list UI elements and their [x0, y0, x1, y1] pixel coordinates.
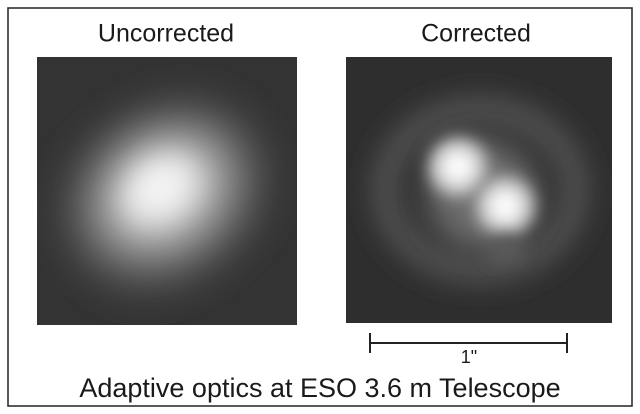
figure: Uncorrected Corrected 1" Adaptive optics…: [0, 0, 640, 414]
uncorrected-image: [37, 57, 297, 325]
corrected-image: [346, 57, 612, 323]
scale-label: 1": [461, 347, 477, 367]
panel-title: Uncorrected: [98, 20, 234, 48]
panel-title: Corrected: [421, 20, 531, 48]
caption: Adaptive optics at ESO 3.6 m Telescope: [79, 373, 560, 403]
